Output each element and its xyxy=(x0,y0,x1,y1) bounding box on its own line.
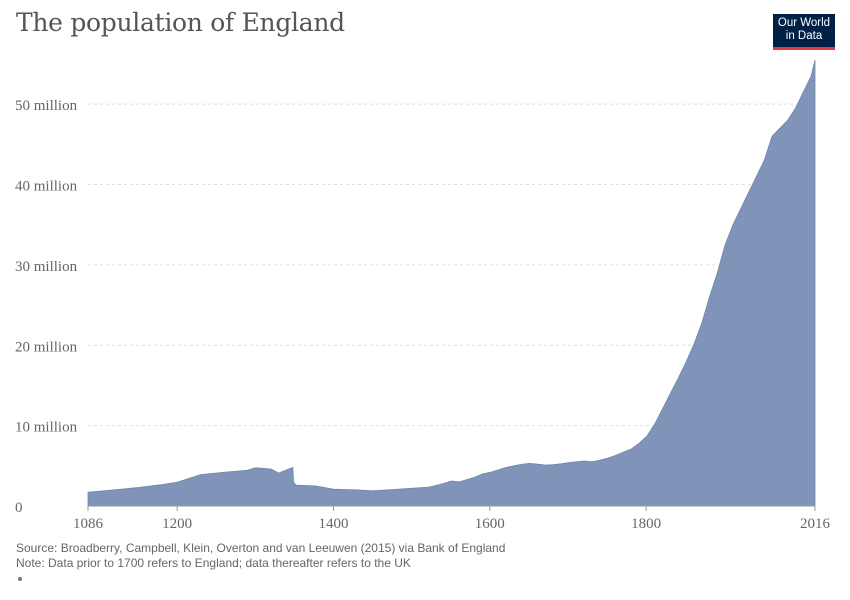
data-note: Note: Data prior to 1700 refers to Engla… xyxy=(16,556,411,570)
y-tick-label: 10 million xyxy=(15,420,78,436)
x-tick-label: 2016 xyxy=(800,516,831,530)
y-tick-label: 40 million xyxy=(15,179,78,195)
x-tick-label: 1800 xyxy=(631,516,661,530)
x-axis: 1086 1200 1400 1600 1800 2016 xyxy=(73,505,831,530)
series-area xyxy=(87,59,816,507)
y-tick-label: 30 million xyxy=(15,259,78,275)
source-note: Source: Broadberry, Campbell, Klein, Ove… xyxy=(16,541,506,555)
population-area[interactable] xyxy=(87,59,816,507)
y-tick-label: 20 million xyxy=(15,339,78,355)
gridlines xyxy=(88,103,815,427)
logo-line-2: in Data xyxy=(785,30,823,42)
chart-footer: Source: Broadberry, Campbell, Klein, Ove… xyxy=(16,541,505,571)
x-tick-label: 1600 xyxy=(475,516,505,530)
our-world-in-data-logo[interactable]: Our World in Data xyxy=(773,14,835,50)
y-axis: 0 10 million 20 million 30 million 40 millio… xyxy=(15,98,78,516)
chart-title: The population of England xyxy=(16,8,345,37)
x-tick-label: 1086 xyxy=(73,516,104,530)
logo-line-1: Our World xyxy=(777,17,831,29)
y-tick-label: 50 million xyxy=(15,98,78,114)
x-tick-label: 1200 xyxy=(162,516,192,530)
x-tick-label: 1400 xyxy=(318,516,348,530)
footer-dot xyxy=(18,577,22,581)
y-tick-label: 0 xyxy=(15,500,23,516)
area-chart: 0 10 million 20 million 30 million 40 millio… xyxy=(15,59,831,530)
